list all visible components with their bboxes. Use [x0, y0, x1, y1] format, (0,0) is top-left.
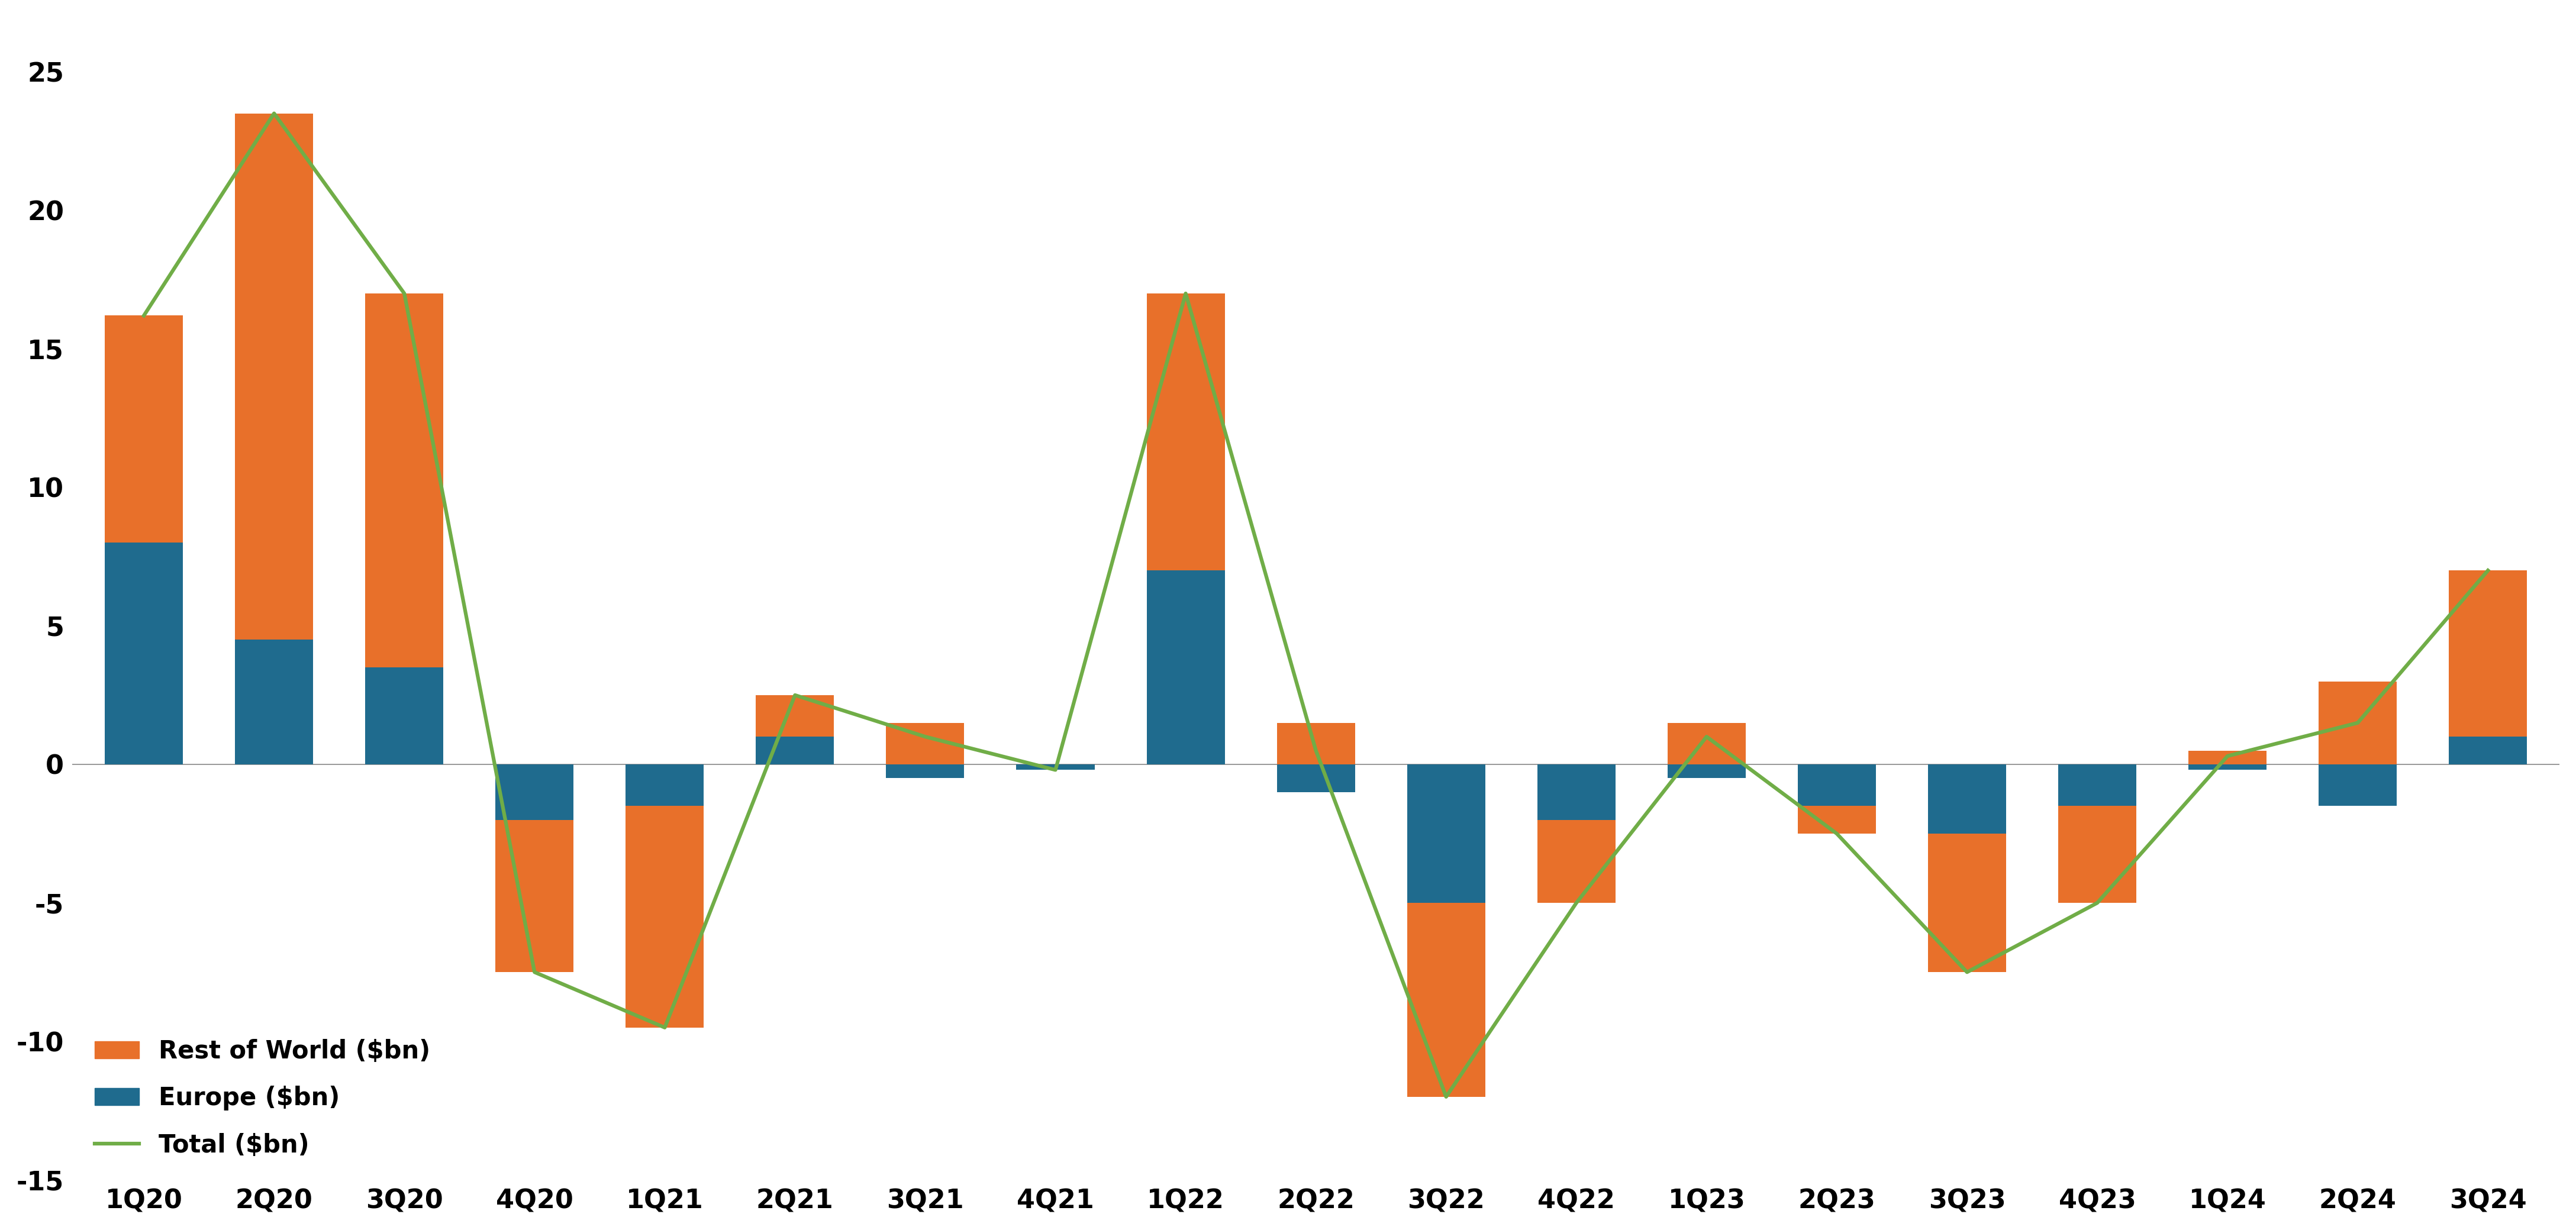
Bar	[234, 640, 314, 764]
Bar	[2190, 750, 2267, 764]
Bar	[106, 542, 183, 764]
Bar	[2318, 681, 2396, 764]
Bar	[1278, 764, 1355, 792]
Bar	[366, 294, 443, 668]
Bar	[1406, 764, 1486, 903]
Bar	[755, 695, 835, 737]
Bar	[886, 723, 963, 764]
Bar	[1538, 819, 1615, 903]
Bar	[1667, 723, 1747, 764]
Bar	[1146, 571, 1224, 764]
Bar	[626, 806, 703, 1027]
Legend: Rest of World ($bn), Europe ($bn), Total ($bn): Rest of World ($bn), Europe ($bn), Total…	[85, 1030, 440, 1167]
Bar	[1798, 806, 1875, 834]
Bar	[495, 764, 574, 819]
Bar	[366, 668, 443, 764]
Bar	[2450, 571, 2527, 737]
Bar	[106, 316, 183, 542]
Bar	[234, 113, 314, 640]
Bar	[755, 737, 835, 764]
Bar	[1927, 764, 2007, 834]
Bar	[1278, 723, 1355, 764]
Bar	[2318, 764, 2396, 806]
Bar	[2058, 806, 2136, 903]
Bar	[1538, 764, 1615, 819]
Bar	[2450, 737, 2527, 764]
Bar	[1798, 764, 1875, 806]
Bar	[495, 819, 574, 972]
Bar	[1406, 903, 1486, 1097]
Bar	[2058, 764, 2136, 806]
Bar	[1018, 764, 1095, 770]
Bar	[886, 764, 963, 779]
Bar	[1667, 764, 1747, 779]
Bar	[626, 764, 703, 806]
Bar	[1146, 294, 1224, 571]
Bar	[2190, 764, 2267, 770]
Bar	[1927, 834, 2007, 972]
